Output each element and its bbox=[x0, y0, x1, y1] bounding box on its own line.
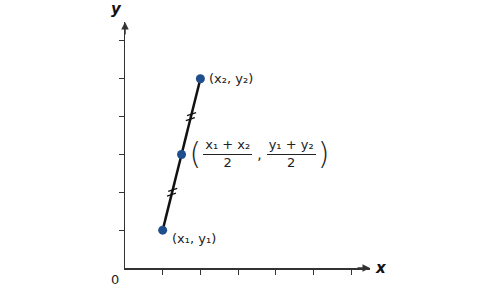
svg-text:(x₂, y₂): (x₂, y₂) bbox=[209, 71, 253, 86]
svg-text:y: y bbox=[111, 0, 122, 18]
html-text:x₁ + x₂: x₁ + x₂ bbox=[205, 137, 251, 153]
html-text:y₁ + y₂: y₁ + y₂ bbox=[268, 137, 314, 153]
svg-text:x: x bbox=[375, 259, 387, 277]
svg-text:(x₁, y₁): (x₁, y₁) bbox=[172, 231, 216, 246]
svg-text:0: 0 bbox=[111, 272, 119, 287]
html-text:2: 2 bbox=[287, 154, 296, 170]
html-text:2: 2 bbox=[223, 154, 232, 170]
